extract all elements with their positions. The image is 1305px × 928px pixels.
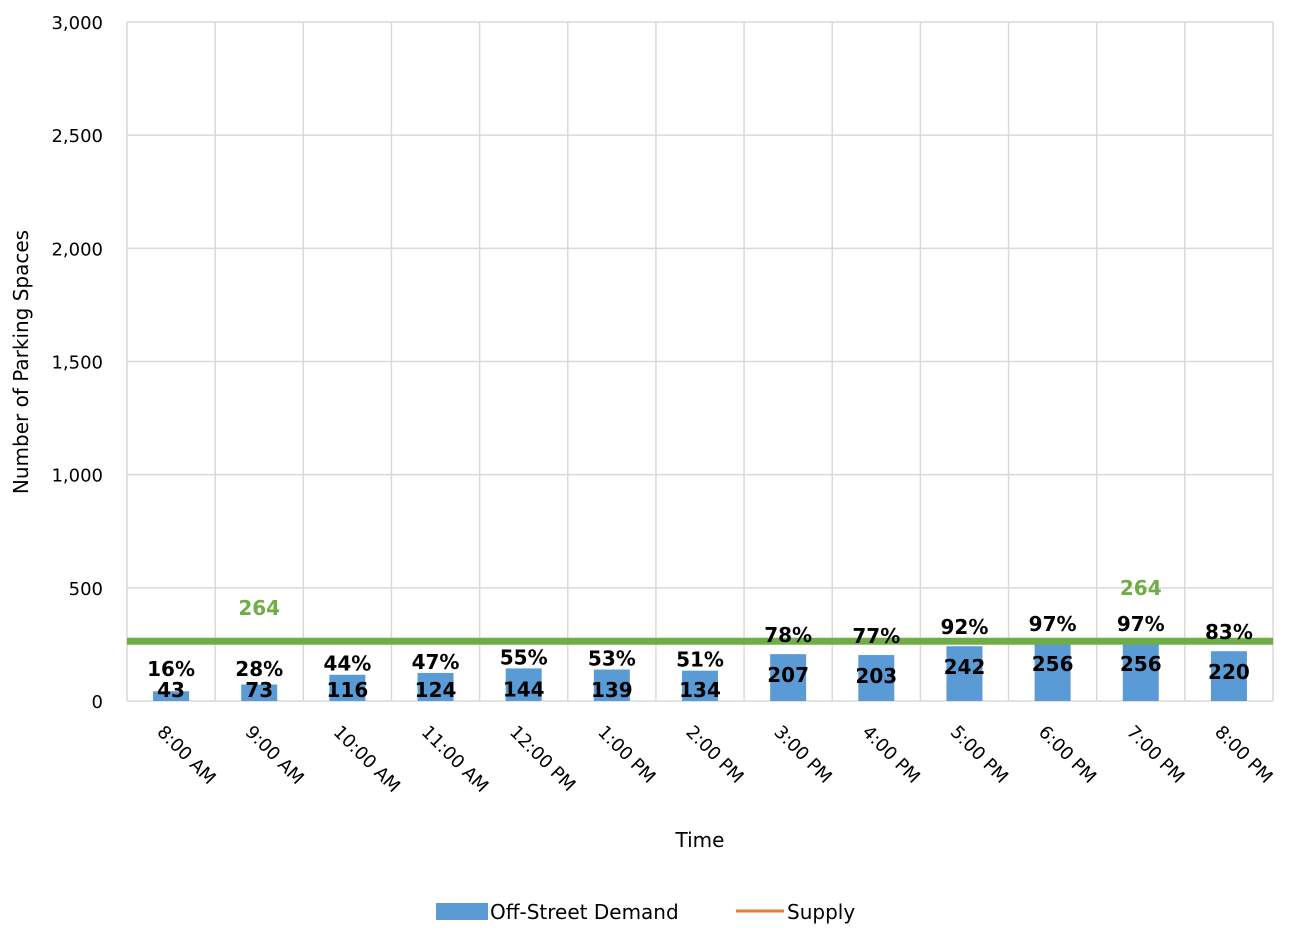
demand-bar — [770, 654, 807, 701]
legend-label-supply: Supply — [787, 900, 855, 924]
y-axis-ticks: 0 500 1,000 1,500 2,000 2,500 3,000 — [51, 13, 103, 713]
y-tick-label: 0 — [92, 692, 103, 713]
demand-bar — [593, 669, 630, 701]
x-tick-label: 3:00 PM — [770, 722, 836, 788]
demand-bar — [241, 684, 278, 701]
occupancy-label: 92% — [941, 615, 989, 639]
demand-bar — [1122, 643, 1159, 701]
bar-value-label: 73 — [245, 678, 273, 702]
legend: Off-Street Demand Supply — [436, 900, 855, 924]
occupancy-label: 28% — [235, 657, 283, 681]
x-tick-label: 6:00 PM — [1034, 722, 1100, 788]
demand-bar — [417, 672, 454, 701]
x-tick-label: 8:00 AM — [153, 722, 220, 789]
bar-value-label: 256 — [1032, 652, 1074, 676]
x-tick-label: 9:00 AM — [241, 722, 308, 789]
y-tick-label: 500 — [69, 579, 103, 600]
demand-bar — [153, 691, 190, 701]
y-tick-label: 1,500 — [51, 353, 103, 374]
y-tick-label: 1,000 — [51, 466, 103, 487]
legend-swatch-demand — [436, 903, 488, 920]
occupancy-label: 55% — [500, 645, 548, 669]
bar-value-label: 124 — [415, 678, 457, 702]
demand-bar — [505, 668, 542, 701]
y-axis-title: Number of Parking Spaces — [9, 230, 33, 494]
supply-value-label: 264 — [1120, 576, 1162, 600]
demand-bar — [946, 646, 983, 701]
occupancy-label: 16% — [147, 657, 195, 681]
occupancy-label: 53% — [588, 647, 636, 671]
x-axis-title: Time — [675, 828, 725, 852]
occupancy-label: 97% — [1029, 612, 1077, 636]
bar-value-label: 116 — [327, 678, 369, 702]
occupancy-label: 83% — [1205, 620, 1253, 644]
bar-value-label: 43 — [157, 678, 185, 702]
x-tick-label: 12:00 PM — [505, 722, 579, 796]
y-tick-label: 3,000 — [51, 13, 103, 34]
x-tick-label: 1:00 PM — [593, 722, 659, 788]
bar-value-label: 144 — [503, 677, 545, 701]
occupancy-label: 51% — [676, 648, 724, 672]
bar-value-label: 139 — [591, 678, 633, 702]
demand-bar — [858, 655, 895, 701]
bar-value-label: 220 — [1208, 660, 1250, 684]
y-tick-label: 2,000 — [51, 239, 103, 260]
demand-bar — [1210, 651, 1247, 701]
legend-label-demand: Off-Street Demand — [490, 900, 679, 924]
demand-bar — [329, 674, 366, 701]
x-tick-label: 8:00 PM — [1210, 722, 1276, 788]
bar-value-label: 134 — [679, 678, 721, 702]
occupancy-label: 47% — [412, 650, 460, 674]
bar-value-label: 242 — [944, 655, 986, 679]
x-tick-label: 5:00 PM — [946, 722, 1012, 788]
occupancy-label: 77% — [852, 624, 900, 648]
x-axis-ticks: 8:00 AM 9:00 AM 10:00 AM 11:00 AM 12:00 PM 1:… — [153, 722, 1277, 797]
occupancy-label: 78% — [764, 623, 812, 647]
demand-bar — [1034, 643, 1071, 701]
demand-bars — [153, 643, 1247, 701]
x-tick-label: 2:00 PM — [681, 722, 747, 788]
y-tick-label: 2,500 — [51, 126, 103, 147]
x-tick-label: 4:00 PM — [858, 722, 924, 788]
bar-value-label: 256 — [1120, 652, 1162, 676]
x-tick-label: 11:00 AM — [417, 722, 492, 797]
x-tick-label: 10:00 AM — [329, 722, 404, 797]
demand-bar — [682, 670, 718, 701]
occupancy-label: 44% — [323, 652, 371, 676]
supply-value-label: 264 — [238, 596, 280, 620]
x-tick-label: 7:00 PM — [1122, 722, 1188, 788]
bar-value-label: 203 — [855, 664, 897, 688]
occupancy-label: 97% — [1117, 612, 1165, 636]
bar-value-label: 207 — [767, 663, 809, 687]
gridlines — [126, 21, 1274, 702]
